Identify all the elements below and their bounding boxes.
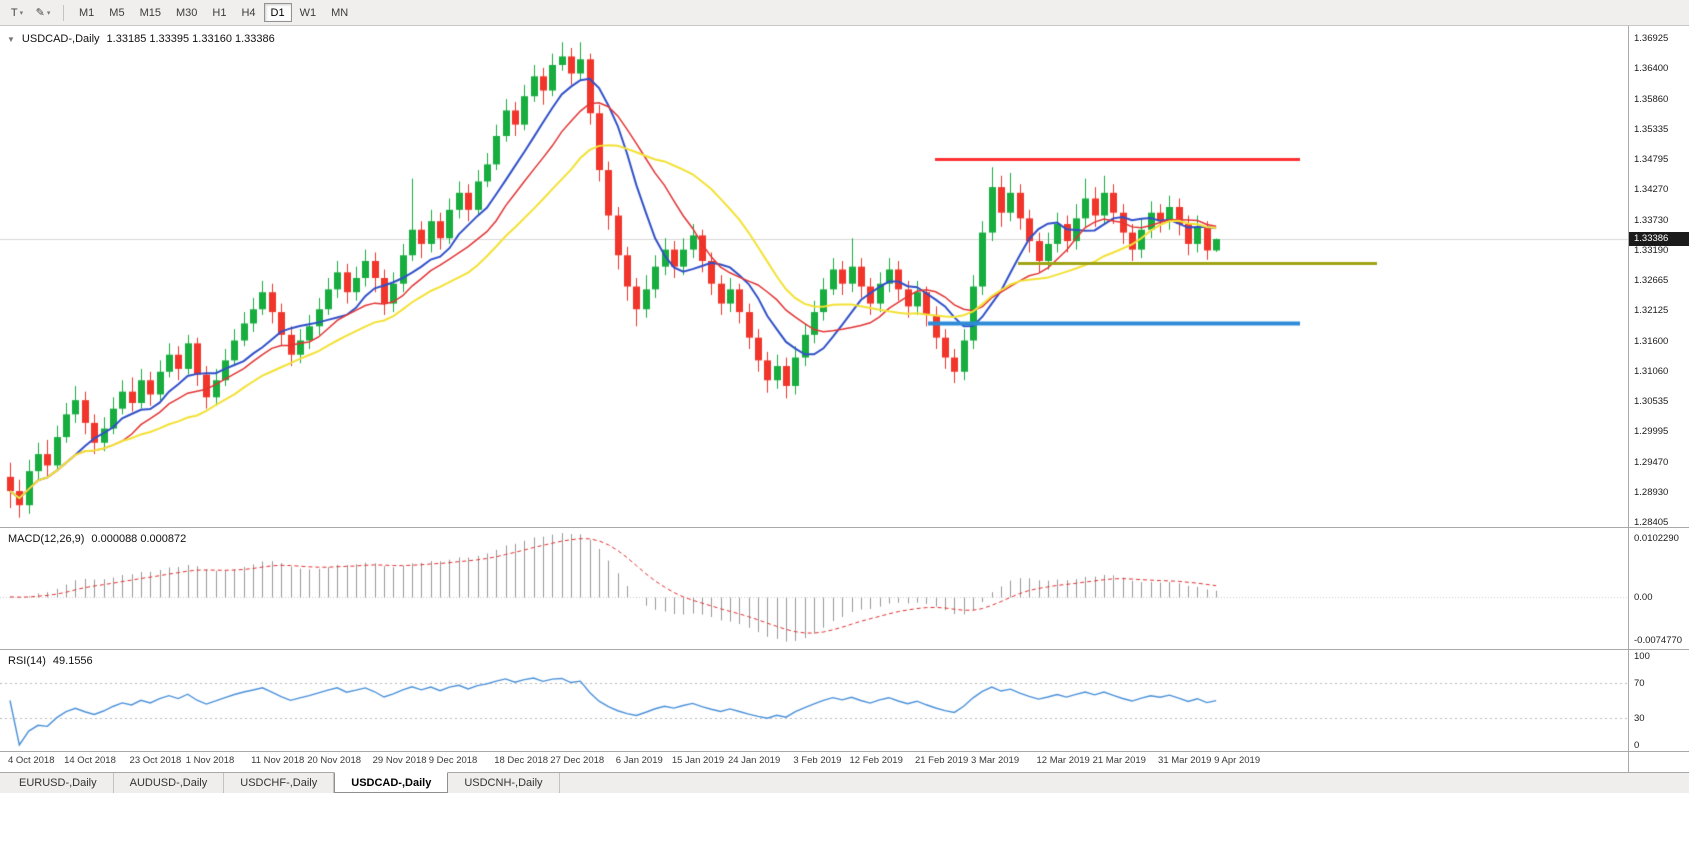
date-label: 24 Jan 2019 <box>727 755 781 766</box>
rsi-axis-label: 100 <box>1634 651 1650 662</box>
date-label: 9 Dec 2018 <box>428 755 478 766</box>
date-label: 29 Nov 2018 <box>372 755 427 766</box>
toolbar: T ▾ ✎ ▾ M1 M5 M15 M30 H1 H4 D1 W1 MN <box>0 0 1689 26</box>
ohlc-values: 1.33185 1.33395 1.33160 1.33386 <box>106 33 275 45</box>
chart-tab-usdcad[interactable]: USDCAD-,Daily <box>334 772 449 793</box>
rsi-value: 49.1556 <box>52 655 93 667</box>
macd-label: MACD(12,26,9) <box>8 533 85 545</box>
date-label: 14 Oct 2018 <box>64 755 116 766</box>
panel-separator[interactable] <box>0 649 1689 650</box>
collapse-icon[interactable]: ▼ <box>7 34 15 44</box>
drawing-tools-button[interactable]: ✎ ▾ <box>31 3 55 23</box>
chart-tab-usdcnh[interactable]: USDCNH-,Daily <box>448 773 560 793</box>
rsi-title: RSI(14) 49.1556 <box>8 655 93 667</box>
date-label: 21 Mar 2019 <box>1092 755 1146 766</box>
templates-button[interactable]: T ▾ <box>5 3 29 23</box>
templates-icon: T <box>10 6 18 19</box>
date-label: 6 Jan 2019 <box>615 755 663 766</box>
date-label: 4 Oct 2018 <box>8 755 55 766</box>
timeframe-mn-button[interactable]: MN <box>331 6 349 19</box>
rsi-label: RSI(14) <box>8 655 46 667</box>
timeframe-w1-button[interactable]: W1 <box>299 6 317 19</box>
price-axis-label: 1.30535 <box>1634 396 1669 407</box>
chart-tab-usdchf[interactable]: USDCHF-,Daily <box>224 773 335 793</box>
date-label: 1 Nov 2018 <box>185 755 235 766</box>
timeframe-group: M1 M5 M15 M30 H1 H4 D1 W1 MN <box>72 3 355 22</box>
price-axis-border <box>1628 26 1629 772</box>
symbol-period-label: USDCAD-,Daily <box>21 33 100 45</box>
date-label: 9 Apr 2019 <box>1214 755 1261 766</box>
macd-canvas[interactable] <box>0 528 1628 649</box>
timeframe-m5-button[interactable]: M5 <box>109 6 125 19</box>
date-label: 12 Feb 2019 <box>849 755 903 766</box>
date-label: 21 Feb 2019 <box>914 755 969 766</box>
date-label: 27 Dec 2018 <box>550 755 605 766</box>
price-axis-label: 1.32125 <box>1634 305 1669 317</box>
timeframe-d1-button[interactable]: D1 <box>263 3 292 22</box>
date-label: 3 Mar 2019 <box>971 755 1020 766</box>
date-label: 31 Mar 2019 <box>1158 755 1212 766</box>
chart-window: ▼ USDCAD-,Daily 1.33185 1.33395 1.33160 … <box>0 26 1689 772</box>
date-label: 11 Nov 2018 <box>251 755 305 766</box>
price-axis-label: 1.33730 <box>1634 214 1669 226</box>
panel-separator[interactable] <box>0 527 1689 528</box>
rsi-axis-label: 70 <box>1634 677 1645 689</box>
price-axis-label: 1.28930 <box>1634 486 1669 498</box>
price-axis-label: 1.29470 <box>1634 456 1669 468</box>
date-label: 3 Feb 2019 <box>793 755 842 766</box>
date-label: 12 Mar 2019 <box>1036 755 1090 766</box>
macd-values: 0.000088 0.000872 <box>91 533 187 545</box>
timeframe-m15-button[interactable]: M15 <box>139 6 161 19</box>
price-axis-label: 1.35335 <box>1634 123 1669 135</box>
chart-tabbar: EURUSD-,Daily AUDUSD-,Daily USDCHF-,Daily U… <box>0 772 1689 793</box>
chevron-down-icon: ▾ <box>19 9 24 17</box>
toolbar-separator <box>63 4 64 21</box>
rsi-axis-label: 30 <box>1634 713 1645 725</box>
price-axis-label: 1.28405 <box>1634 517 1669 528</box>
timeframe-m1-button[interactable]: M1 <box>79 6 95 19</box>
macd-axis-label: -0.0074770 <box>1634 635 1683 646</box>
price-axis-label: 1.35860 <box>1634 93 1669 105</box>
price-axis-label: 1.31600 <box>1634 335 1669 347</box>
macd-axis-label: 0.00 <box>1634 591 1653 603</box>
price-axis-label: 1.34270 <box>1634 184 1669 196</box>
price-axis-label: 1.33190 <box>1634 244 1669 256</box>
pencil-icon: ✎ <box>35 7 45 19</box>
price-axis-label: 1.32665 <box>1634 275 1669 286</box>
rsi-axis-label: 0 <box>1634 740 1640 751</box>
date-label: 18 Dec 2018 <box>494 755 549 766</box>
macd-axis-label: 0.0102290 <box>1634 533 1679 544</box>
chart-title: ▼ USDCAD-,Daily 1.33185 1.33395 1.33160 … <box>7 33 275 45</box>
macd-title: MACD(12,26,9) 0.000088 0.000872 <box>8 533 186 545</box>
price-axis-label: 1.31060 <box>1634 365 1669 377</box>
timeframe-m30-button[interactable]: M30 <box>175 6 198 19</box>
date-label: 20 Nov 2018 <box>307 755 362 766</box>
chart-tab-eurusd[interactable]: EURUSD-,Daily <box>3 773 114 793</box>
price-axis-label: 1.34795 <box>1634 154 1669 165</box>
price-chart-canvas[interactable] <box>0 26 1628 527</box>
timeframe-h4-button[interactable]: H4 <box>241 6 256 19</box>
price-axis-label: 1.36925 <box>1634 33 1669 44</box>
chart-tab-audusd[interactable]: AUDUSD-,Daily <box>114 773 225 793</box>
price-axis-label: 1.36400 <box>1634 63 1669 75</box>
chevron-down-icon: ▾ <box>46 9 51 17</box>
timeframe-h1-button[interactable]: H1 <box>212 6 227 19</box>
price-axis-label: 1.29995 <box>1634 426 1669 438</box>
axis-separator <box>0 751 1689 752</box>
current-price-badge: 1.33386 <box>1629 232 1689 247</box>
date-label: 23 Oct 2018 <box>129 755 182 766</box>
date-label: 15 Jan 2019 <box>671 755 725 766</box>
rsi-canvas[interactable] <box>0 650 1628 751</box>
